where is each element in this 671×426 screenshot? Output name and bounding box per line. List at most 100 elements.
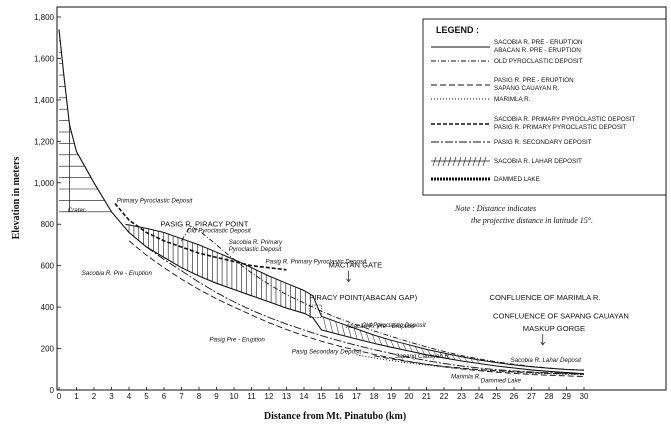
legend-label: SACOBIA R. PRE - ERUPTION — [494, 39, 583, 46]
lahar-hatch-line — [353, 328, 358, 339]
legend-label: OLD PYROCLASTIC DEPOSIT — [494, 58, 583, 65]
annotation: Pasig Secondary Deposit — [292, 349, 362, 356]
legend-label: SACOBIA R. PRIMARY PYROCLASTIC DEPOSIT — [494, 116, 636, 123]
lahar-hatch-line — [329, 319, 333, 333]
plot-frame — [56, 6, 667, 391]
x-tick-label: 15 — [317, 392, 326, 401]
place-arrow-head — [346, 278, 351, 283]
legend-swatch-hatch — [447, 156, 452, 167]
legend-label: ABACAN R. PRE - ERUPTION — [494, 47, 581, 54]
legend-swatch-hatch — [442, 156, 447, 167]
x-tick-label: 11 — [247, 392, 256, 401]
legend-swatch-hatch — [477, 156, 482, 167]
series-lines — [58, 29, 585, 377]
legend-title: LEGEND : — [436, 25, 479, 35]
lahar-hatch-line — [360, 330, 364, 341]
annotation: Marimla R. — [451, 374, 481, 381]
annotation: Old Pyroclastic Deposit — [362, 322, 426, 329]
annotation: Sapang Cauayan R. — [395, 353, 451, 360]
lahar-hatch-line — [458, 356, 462, 361]
legend-swatch-hatch — [462, 156, 467, 167]
lahar-hatch-line — [439, 352, 444, 358]
x-tick-label: 8 — [197, 392, 202, 401]
x-tick-label: 1 — [74, 392, 79, 401]
place-label: MASKUP GORGE — [523, 324, 585, 333]
lahar-hatch-line — [445, 353, 450, 359]
legend-swatch-hatch — [432, 156, 437, 167]
x-tick-label: 13 — [282, 392, 291, 401]
lahar-hatch-line — [372, 335, 376, 344]
annotation: Sacobia R. Primary — [229, 239, 283, 246]
lahar-hatch-line — [415, 346, 419, 353]
series-line-sapang-cauayan-r- — [373, 355, 585, 375]
legend-label: SACOBIA R. LAHAR DEPOSIT — [494, 158, 582, 165]
y-tick-label: 800 — [41, 220, 55, 229]
annotation: Sacobia R. Pre - Eruption — [82, 270, 153, 277]
x-tick-label: 0 — [57, 392, 62, 401]
lahar-hatch-line — [464, 357, 468, 362]
x-tick-label: 6 — [162, 392, 167, 401]
series-line-sacobia-r-pre-eruption — [58, 29, 585, 375]
annotations: Crater Primary Pyroclastic Deposit Old Pyr… — [68, 197, 629, 384]
place-label: MACTAN GATE — [329, 261, 383, 270]
lahar-hatch-line — [341, 324, 346, 336]
x-tick-label: 7 — [179, 392, 184, 401]
lahar-hatch-line — [470, 358, 474, 363]
annotation: Sacobia R. Lahar Deposit — [511, 357, 582, 364]
x-tick-label: 9 — [214, 392, 219, 401]
y-tick-label: 1,600 — [34, 54, 55, 63]
x-axis-ticks: 0 1 2 3 4 5 6 7 8 9 10 11 12 13 14 15 16 17 18 19 20 21 22 23 24… — [57, 387, 589, 401]
x-tick-label: 29 — [562, 392, 571, 401]
legend-label: PASIG R. PRIMARY PYROCLASTIC DEPOSIT — [494, 124, 627, 131]
y-tick-label: 1,400 — [34, 96, 55, 105]
series-line-old-pyroclastic-deposit — [181, 225, 585, 371]
x-tick-label: 26 — [510, 392, 519, 401]
y-tick-label: 0 — [50, 386, 55, 395]
lahar-hatch-line — [409, 345, 413, 352]
annotation: Abacan R. Pre - Eruption — [345, 323, 415, 330]
annotation: Crater — [68, 207, 86, 214]
lahar-hatching — [59, 40, 480, 364]
lahar-hatch-line — [451, 355, 456, 360]
x-tick-label: 25 — [492, 392, 501, 401]
legend-swatch-hatch — [482, 156, 487, 167]
lahar-hatch-line — [390, 340, 395, 348]
x-tick-label: 28 — [545, 392, 554, 401]
x-tick-label: 10 — [230, 392, 239, 401]
x-tick-label: 27 — [527, 392, 536, 401]
annotation: Pasig R. Primary Pyroclastic Deposit — [266, 259, 367, 266]
y-tick-label: 600 — [41, 262, 55, 271]
lahar-hatch-line — [427, 349, 431, 356]
y-tick-label: 1,800 — [34, 13, 55, 22]
legend-label: SAPANG CAUAYAN R. — [494, 85, 559, 92]
legend-label: PASIG R. PRE - ERUPTION — [494, 77, 574, 84]
annotation: Pasig Pre - Eruption — [210, 336, 266, 343]
x-tick-label: 5 — [144, 392, 149, 401]
x-tick-label: 18 — [370, 392, 379, 401]
series-line-sacobia-r-primary-pyroclastic-deposit — [114, 202, 287, 271]
note-line-1: Note : Distance indicates — [454, 204, 536, 213]
x-tick-label: 21 — [422, 392, 431, 401]
y-tick-label: 1,200 — [34, 137, 55, 146]
legend-label: MARIMLA R. — [494, 96, 531, 103]
x-tick-label: 20 — [405, 392, 414, 401]
annotation: Old Pyroclastic Deposit — [187, 228, 251, 235]
place-arrow-head — [540, 341, 546, 346]
lahar-hatch-line — [378, 336, 382, 345]
note-line-2: the projective distance in latitude 15°. — [471, 216, 593, 225]
y-tick-label: 400 — [41, 303, 55, 312]
lahar-hatch-line — [366, 332, 370, 342]
series-line-sacobia-r-lahar-deposit — [125, 223, 585, 371]
series-line-marimla-r- — [356, 354, 585, 376]
legend: LEGEND : SACOBIA R. PRE - ERUPTIONABACAN … — [422, 18, 667, 196]
lahar-hatch-line — [347, 326, 352, 338]
series-line-pasig-r-secondary-deposit — [146, 246, 585, 375]
place-label: CONFLUENCE OF MARIMLA R. — [490, 293, 601, 302]
legend-swatch-hatch — [457, 156, 462, 167]
legend-box — [422, 18, 667, 196]
place-label: CONFLUENCE OF SAPANG CAUAYAN — [493, 312, 629, 321]
lahar-hatch-line — [384, 338, 388, 347]
lahar-hatch-line — [433, 351, 437, 357]
x-tick-label: 4 — [127, 392, 132, 401]
x-tick-label: 2 — [92, 392, 97, 401]
